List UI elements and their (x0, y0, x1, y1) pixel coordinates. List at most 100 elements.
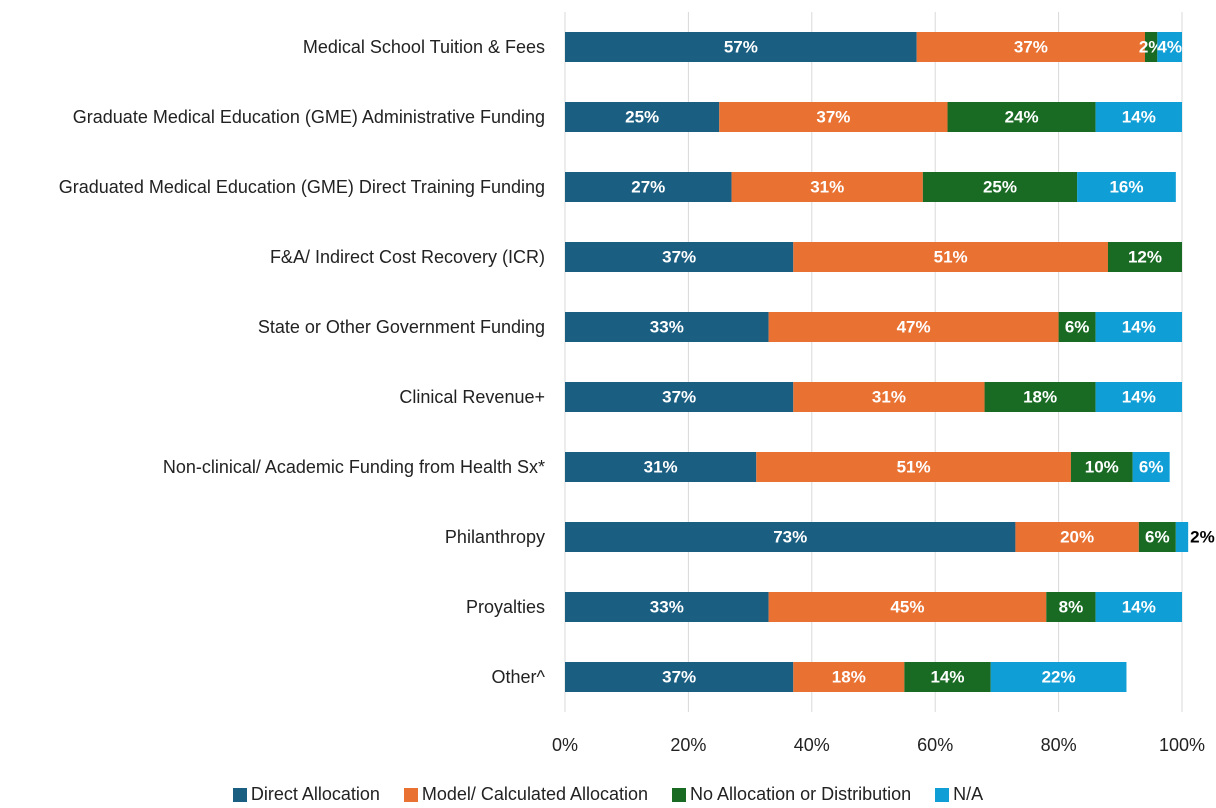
data-label: 37% (816, 107, 850, 126)
data-label: 14% (1122, 387, 1156, 406)
legend-label: Model/ Calculated Allocation (421, 784, 649, 804)
data-label: 4% (1157, 37, 1182, 56)
legend-item: Direct Allocation (232, 784, 380, 805)
bar-segment (565, 382, 794, 412)
bar-segment (565, 32, 917, 62)
data-label: 22% (1042, 667, 1076, 686)
x-tick-label: 20% (670, 735, 706, 755)
bar-segment (1175, 522, 1189, 552)
data-label: 14% (931, 667, 965, 686)
data-label: 33% (650, 597, 684, 616)
bar-segment (565, 662, 794, 692)
data-label: 33% (650, 317, 684, 336)
data-label: 57% (724, 37, 758, 56)
bar-segment (1095, 312, 1182, 342)
data-label: 10% (1085, 457, 1119, 476)
bar-segment (793, 662, 905, 692)
bar-segment (565, 452, 757, 482)
bar-segment (1107, 242, 1182, 272)
bar-segment (565, 592, 769, 622)
bar-segment (1138, 522, 1176, 552)
bar-segment (565, 522, 1016, 552)
legend-swatch (935, 787, 950, 802)
bar-segment (565, 102, 720, 132)
data-label: 31% (872, 387, 906, 406)
bar-segment (565, 242, 794, 272)
x-tick-label: 40% (794, 735, 830, 755)
category-label: Medical School Tuition & Fees (302, 37, 545, 57)
bar-segment (1095, 382, 1182, 412)
bar-segment (731, 172, 923, 202)
bar-segment (1058, 312, 1096, 342)
data-label: 6% (1139, 457, 1164, 476)
data-label: 2% (1190, 527, 1215, 546)
bar-segment (1015, 522, 1139, 552)
bar-segment (756, 452, 1071, 482)
data-label: 14% (1122, 597, 1156, 616)
bar-segment (768, 312, 1059, 342)
bar-segment (1046, 592, 1096, 622)
bar-segment (990, 662, 1127, 692)
data-label: 12% (1128, 247, 1162, 266)
legend-label: Direct Allocation (250, 784, 380, 804)
data-label: 37% (662, 247, 696, 266)
bar-segment (1132, 452, 1170, 482)
data-label: 24% (1005, 107, 1039, 126)
bar-segment (947, 102, 1096, 132)
legend: Direct Allocation Model/ Calculated Alloc… (0, 784, 1216, 805)
x-tick-label: 60% (917, 735, 953, 755)
data-label: 14% (1122, 317, 1156, 336)
data-label: 25% (625, 107, 659, 126)
bar-segment (1070, 452, 1133, 482)
bar-segment (1095, 102, 1182, 132)
category-label: Philanthropy (444, 527, 545, 547)
data-label: 37% (662, 387, 696, 406)
data-label: 37% (1014, 37, 1048, 56)
bar-segment (1144, 32, 1158, 62)
bar-segment (984, 382, 1096, 412)
data-label: 20% (1060, 527, 1094, 546)
bar-segment (1157, 32, 1182, 62)
data-label: 14% (1122, 107, 1156, 126)
bar-segment (768, 592, 1047, 622)
data-label: 37% (662, 667, 696, 686)
legend-label: No Allocation or Distribution (690, 784, 912, 804)
category-label: Graduated Medical Education (GME) Direct… (58, 177, 545, 197)
data-label: 8% (1059, 597, 1084, 616)
category-label: Graduate Medical Education (GME) Adminis… (72, 107, 545, 127)
bar-segment (1095, 592, 1182, 622)
data-label: 6% (1145, 527, 1170, 546)
category-label: Proyalties (465, 597, 545, 617)
category-label: Non-clinical/ Academic Funding from Heal… (162, 457, 545, 477)
data-label: 31% (810, 177, 844, 196)
bar-segment (904, 662, 991, 692)
legend-swatch (672, 787, 687, 802)
bar-segment (922, 172, 1078, 202)
x-tick-label: 0% (552, 735, 578, 755)
bar-segment (1077, 172, 1176, 202)
data-label: 51% (934, 247, 968, 266)
bar-segment (793, 242, 1108, 272)
bar-segment (916, 32, 1145, 62)
legend-item: No Allocation or Distribution (672, 784, 911, 805)
bar-segment (565, 172, 732, 202)
bar-segment (565, 312, 769, 342)
x-tick-label: 100% (1159, 735, 1205, 755)
category-label: Clinical Revenue+ (399, 387, 545, 407)
legend-item: Model/ Calculated Allocation (403, 784, 649, 805)
legend-item: N/A (935, 784, 983, 805)
data-label: 45% (890, 597, 924, 616)
data-label: 18% (1023, 387, 1057, 406)
data-label: 27% (631, 177, 665, 196)
x-tick-label: 80% (1041, 735, 1077, 755)
data-label: 47% (897, 317, 931, 336)
data-label: 25% (983, 177, 1017, 196)
legend-label: N/A (953, 784, 984, 804)
category-label: State or Other Government Funding (257, 317, 545, 337)
category-label: Other^ (491, 667, 545, 687)
bar-segment (719, 102, 948, 132)
data-label: 16% (1109, 177, 1143, 196)
data-label: 6% (1065, 317, 1090, 336)
